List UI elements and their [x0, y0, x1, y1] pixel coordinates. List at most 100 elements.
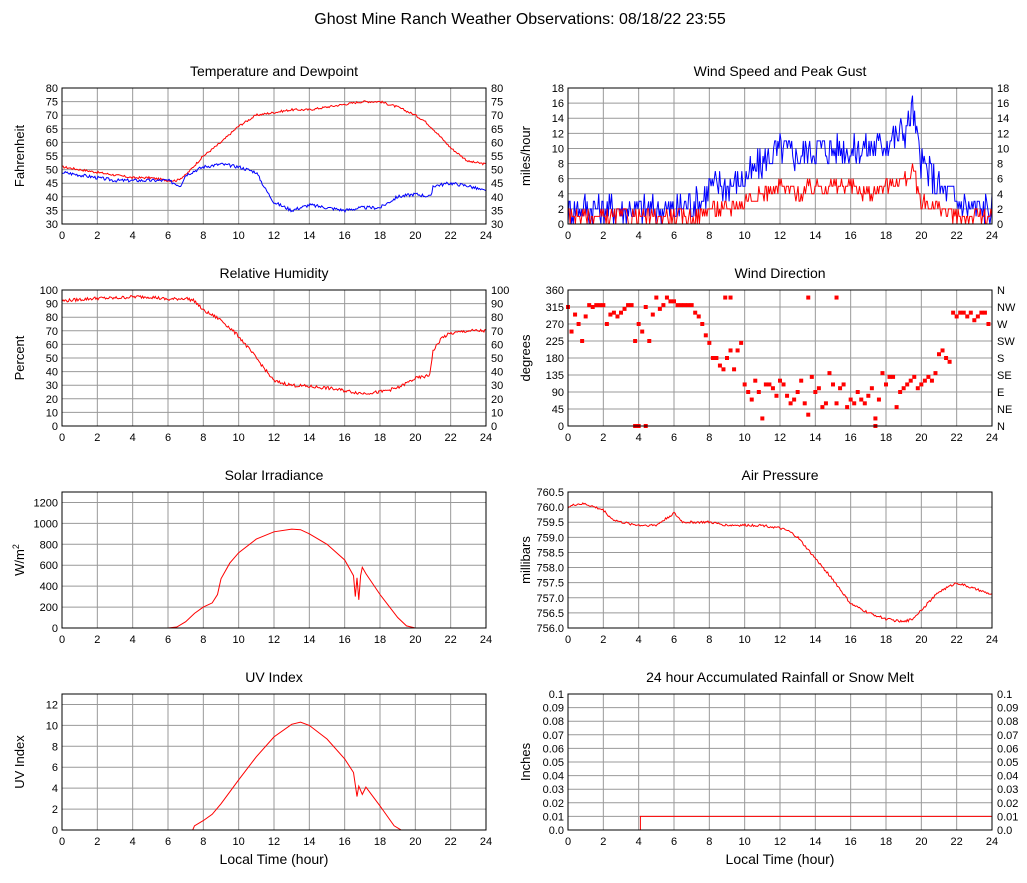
right-tick-label: 0.04	[997, 771, 1018, 783]
direction-point	[640, 329, 645, 334]
x-tick-label: 4	[636, 230, 642, 242]
y-tick-label: 0.0	[549, 825, 564, 837]
plot-frame	[567, 693, 993, 831]
direction-point	[802, 401, 807, 406]
direction-point	[703, 333, 708, 338]
x-tick-label: 22	[445, 432, 457, 444]
x-tick-label: 22	[951, 230, 963, 242]
direction-point	[901, 386, 906, 391]
direction-point	[629, 303, 634, 308]
right-tick-label: 35	[491, 205, 503, 217]
direction-point	[735, 348, 740, 353]
right-tick-label: NE	[997, 404, 1012, 416]
right-tick-label: 100	[491, 285, 509, 297]
direction-point	[590, 305, 595, 309]
right-tick-label: E	[997, 387, 1004, 399]
y-tick-label: 50	[46, 353, 58, 365]
series-line-1	[61, 162, 487, 213]
x-tick-label: 12	[268, 230, 280, 242]
x-tick-label: 10	[233, 432, 245, 444]
x-tick-label: 6	[671, 836, 677, 848]
right-tick-label: 70	[491, 110, 503, 122]
y-tick-label: 45	[552, 404, 564, 416]
y-tick-label: 70	[46, 326, 58, 338]
x-tick-label: 18	[880, 634, 892, 646]
plot-frame	[567, 87, 993, 225]
direction-point	[604, 322, 609, 326]
x-tick-label: 12	[774, 432, 786, 444]
direction-point	[689, 303, 694, 308]
y-tick-label: 8	[52, 741, 58, 753]
y-tick-label: 80	[46, 83, 58, 95]
direction-point	[947, 359, 952, 364]
direction-point	[601, 303, 606, 308]
direction-point	[873, 416, 878, 421]
y-tick-label: 12	[552, 128, 564, 140]
x-tick-label: 4	[130, 836, 136, 848]
x-tick-label: 6	[671, 230, 677, 242]
x-tick-label: 22	[951, 836, 963, 848]
right-tick-label: N	[997, 421, 1005, 433]
direction-point	[785, 393, 790, 398]
y-tick-label: 6	[52, 762, 58, 774]
right-tick-label: 12	[997, 128, 1009, 140]
y-tick-label: 50	[46, 165, 58, 177]
direction-point	[891, 374, 896, 379]
series-line-0	[61, 294, 487, 395]
x-tick-label: 0	[565, 432, 571, 444]
y-tick-label: 10	[46, 720, 58, 732]
x-tick-label: 8	[200, 432, 206, 444]
chart-title: UV Index	[245, 669, 303, 685]
direction-point	[820, 405, 825, 410]
direction-point	[979, 310, 984, 315]
y-tick-label: 400	[40, 581, 58, 593]
direction-point	[707, 340, 712, 345]
series-line-1	[568, 163, 993, 225]
direction-point	[569, 329, 574, 334]
x-tick-label: 24	[986, 836, 998, 848]
x-tick-label: 6	[165, 836, 171, 848]
y-tick-label: 759.0	[536, 532, 564, 544]
x-tick-label: 8	[706, 230, 712, 242]
y-tick-label: 10	[552, 143, 564, 155]
x-tick-label: 0	[59, 432, 65, 444]
x-tick-label: 22	[445, 634, 457, 646]
direction-point	[619, 310, 623, 315]
x-tick-label: 10	[233, 634, 245, 646]
direction-point	[594, 303, 599, 308]
x-tick-label: 20	[915, 634, 927, 646]
y-tick-label: 0.1	[549, 689, 564, 701]
x-tick-label: 2	[600, 230, 606, 242]
x-tick-label: 18	[374, 432, 386, 444]
x-tick-label: 16	[339, 230, 351, 242]
chart-title: Wind Speed and Peak Gust	[694, 63, 867, 79]
x-tick-label: 16	[845, 634, 857, 646]
right-tick-label: 8	[997, 159, 1003, 171]
x-tick-label: 10	[739, 432, 751, 444]
chart-title: 24 hour Accumulated Rainfall or Snow Mel…	[646, 669, 914, 685]
x-tick-label: 14	[303, 230, 315, 242]
direction-point	[951, 310, 956, 315]
direction-point	[884, 382, 888, 387]
page-title: Ghost Mine Ranch Weather Observations: 0…	[314, 11, 726, 28]
direction-point	[845, 405, 850, 410]
direction-point	[834, 295, 839, 300]
direction-point	[788, 401, 793, 406]
y-tick-label: 758.0	[536, 563, 564, 575]
y-tick-label: 0.03	[543, 784, 564, 796]
direction-point	[968, 310, 973, 315]
x-tick-label: 24	[480, 432, 492, 444]
right-tick-label: N	[997, 285, 1005, 297]
right-tick-label: 16	[997, 98, 1009, 110]
direction-point	[668, 299, 673, 304]
right-tick-label: S	[997, 353, 1004, 365]
x-tick-label: 18	[374, 634, 386, 646]
direction-point	[922, 378, 927, 383]
direction-point	[926, 374, 931, 379]
x-tick-label: 18	[880, 836, 892, 848]
x-tick-label: 10	[739, 836, 751, 848]
y-tick-label: 756.0	[536, 623, 564, 635]
y-tick-label: 0.08	[543, 716, 564, 728]
y-tick-label: 315	[546, 302, 564, 314]
